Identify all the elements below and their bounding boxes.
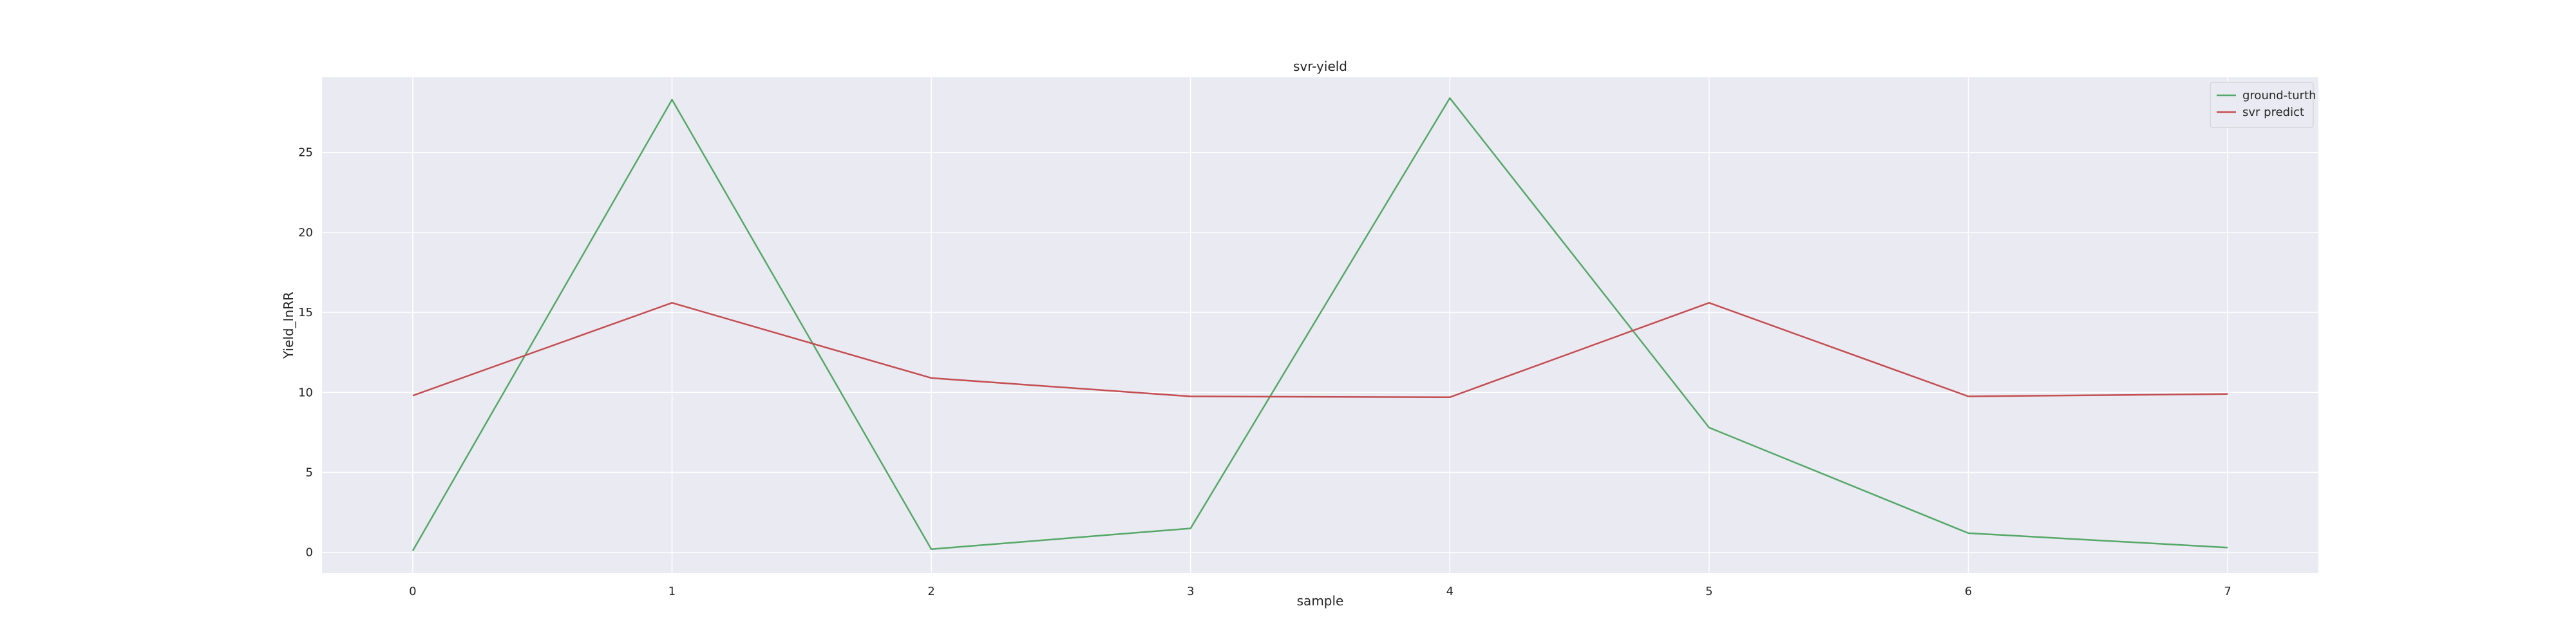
x-tick-label: 3 [1187, 585, 1194, 598]
x-tick-label: 2 [927, 585, 934, 598]
x-tick-label: 7 [2224, 585, 2231, 598]
x-tick-label: 4 [1446, 585, 1454, 598]
chart-title: svr-yield [1293, 59, 1347, 74]
tick-labels: 0 1 2 3 4 5 6 7 0 5 10 15 20 25 [298, 146, 2231, 598]
series-line-1 [412, 301, 2228, 399]
grid-lines [322, 77, 2318, 573]
series-line-0 [412, 97, 2228, 551]
legend-label: ground-turth [2242, 89, 2316, 102]
y-tick-label: 5 [306, 466, 313, 480]
y-tick-label: 25 [298, 146, 313, 160]
plot-area [322, 77, 2318, 573]
x-tick-label: 6 [1965, 585, 1972, 598]
x-tick-label: 1 [668, 585, 676, 598]
y-tick-label: 0 [306, 546, 313, 560]
legend-label: svr predict [2242, 106, 2304, 119]
x-tick-label: 5 [1705, 585, 1712, 598]
y-tick-label: 10 [298, 386, 313, 399]
series-layer [412, 97, 2228, 551]
x-axis-label: sample [1297, 593, 1344, 609]
legend-box [2210, 82, 2314, 128]
x-tick-label: 0 [409, 585, 416, 598]
legend: ground-turth svr predict [2210, 82, 2316, 128]
y-tick-label: 15 [298, 306, 313, 319]
y-tick-label: 20 [298, 226, 313, 240]
y-axis-label: Yield_InRR [281, 292, 296, 359]
